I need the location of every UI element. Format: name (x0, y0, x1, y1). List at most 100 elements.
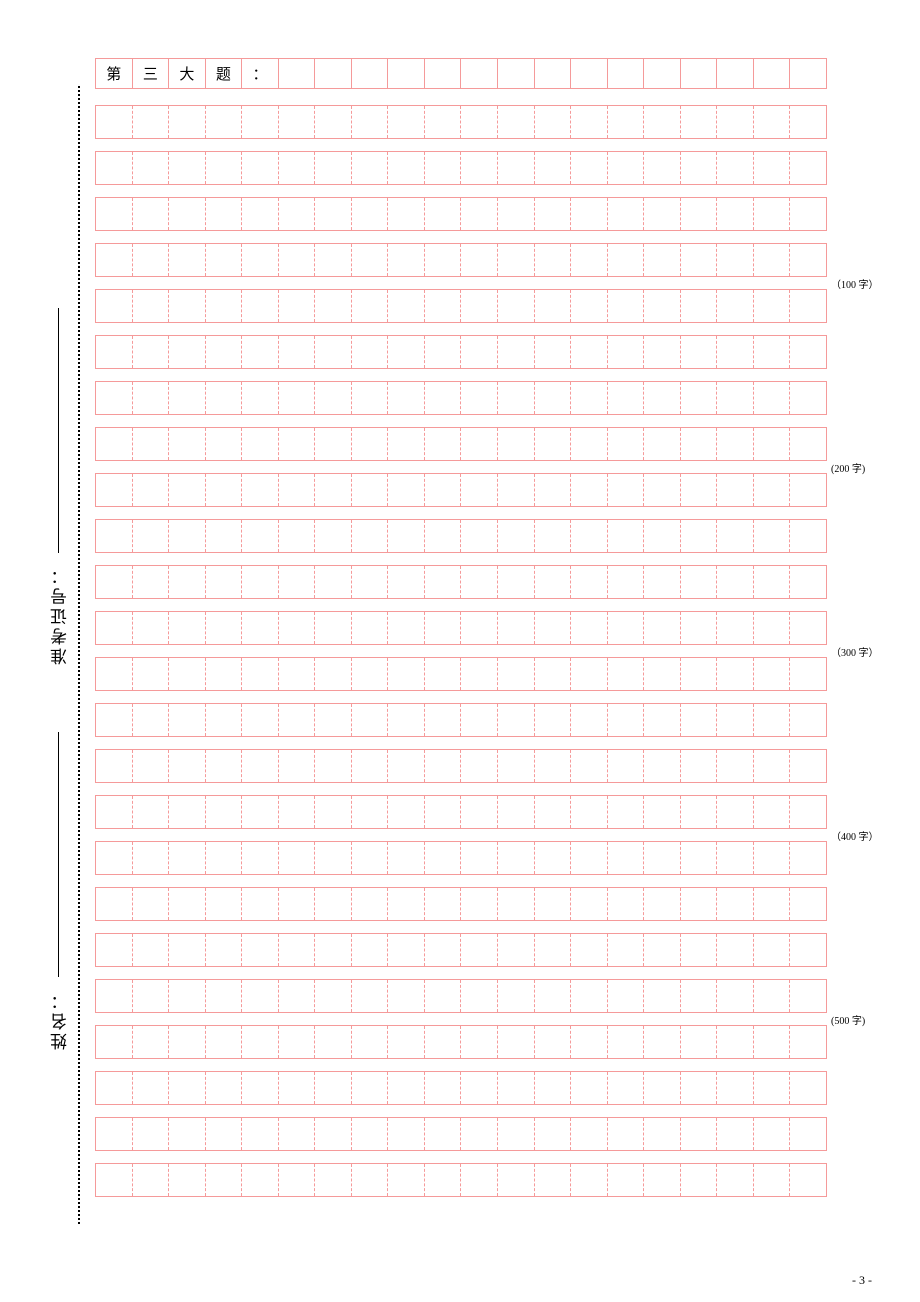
grid-cell (133, 198, 170, 230)
grid-header-cell (535, 59, 572, 88)
grid-cell (461, 888, 498, 920)
grid-cell (388, 612, 425, 644)
grid-cell (169, 520, 206, 552)
grid-cell (535, 704, 572, 736)
grid-cell (754, 842, 791, 874)
grid-cell (608, 888, 645, 920)
grid-cell (352, 152, 389, 184)
grid-row-wrap (95, 151, 875, 185)
grid-cell (790, 704, 826, 736)
grid-cell (681, 980, 718, 1012)
grid-cell (754, 290, 791, 322)
grid-cell (242, 520, 279, 552)
grid-cell (571, 336, 608, 368)
grid-cell (425, 474, 462, 506)
grid-cell (790, 474, 826, 506)
grid-cell (461, 1026, 498, 1058)
grid-cell (790, 382, 826, 414)
grid-row-wrap (95, 473, 875, 507)
grid-cell (206, 520, 243, 552)
grid-cell (754, 980, 791, 1012)
grid-cell (608, 796, 645, 828)
grid-header-cell (717, 59, 754, 88)
grid-cell (352, 428, 389, 460)
grid-cell (754, 1164, 791, 1196)
grid-cell (461, 1072, 498, 1104)
grid-cell (169, 244, 206, 276)
grid-row-wrap (95, 519, 875, 553)
grid-cell (571, 198, 608, 230)
grid-cell (790, 244, 826, 276)
grid-cell (498, 704, 535, 736)
grid-cell (279, 750, 316, 782)
grid-cell (279, 980, 316, 1012)
grid-cell (352, 842, 389, 874)
grid-cell (206, 750, 243, 782)
grid-cell (461, 106, 498, 138)
grid-cell (717, 1026, 754, 1058)
grid-cell (498, 796, 535, 828)
grid-cell (571, 106, 608, 138)
grid-cell (535, 198, 572, 230)
grid-cell (388, 336, 425, 368)
grid-cell (498, 1118, 535, 1150)
grid-cell (169, 152, 206, 184)
composition-grid: 第三大题：（100 字）(200 字)（300 字）（400 字）(500 字) (95, 58, 875, 1209)
grid-cell (242, 980, 279, 1012)
grid-row (95, 1071, 827, 1105)
grid-cell (790, 842, 826, 874)
grid-cell (279, 566, 316, 598)
grid-cell (425, 934, 462, 966)
grid-cell (133, 1164, 170, 1196)
grid-header-cell: 三 (133, 59, 170, 88)
grid-cell (169, 290, 206, 322)
grid-row (95, 565, 827, 599)
grid-cell (535, 244, 572, 276)
grid-cell (681, 520, 718, 552)
grid-cell (790, 750, 826, 782)
grid-cell (717, 888, 754, 920)
grid-cell (352, 1164, 389, 1196)
grid-cell (461, 198, 498, 230)
grid-cell (644, 612, 681, 644)
grid-cell (571, 612, 608, 644)
grid-cell (96, 290, 133, 322)
grid-cell (754, 934, 791, 966)
grid-cell (169, 658, 206, 690)
grid-cell (315, 382, 352, 414)
grid-cell (681, 704, 718, 736)
grid-row (95, 197, 827, 231)
id-underline (58, 308, 59, 553)
grid-cell (681, 290, 718, 322)
grid-cell (498, 106, 535, 138)
grid-cell (608, 1118, 645, 1150)
grid-cell (498, 244, 535, 276)
grid-cell (425, 842, 462, 874)
grid-cell (242, 612, 279, 644)
exam-id-label: 准考证号： (48, 565, 73, 665)
grid-row-wrap (95, 703, 875, 737)
grid-cell (535, 888, 572, 920)
grid-row-wrap: (200 字) (95, 427, 875, 461)
grid-cell (279, 1072, 316, 1104)
grid-cell (242, 1164, 279, 1196)
grid-cell (681, 1118, 718, 1150)
page-number: - 3 - (852, 1273, 872, 1288)
grid-cell (535, 1072, 572, 1104)
grid-header-cell (571, 59, 608, 88)
grid-cell (352, 566, 389, 598)
grid-cell (571, 750, 608, 782)
grid-cell (352, 198, 389, 230)
grid-cell (498, 750, 535, 782)
grid-cell (279, 888, 316, 920)
grid-cell (425, 428, 462, 460)
grid-cell (754, 888, 791, 920)
grid-cell (206, 152, 243, 184)
grid-cell (388, 198, 425, 230)
grid-cell (461, 934, 498, 966)
grid-cell (388, 428, 425, 460)
grid-cell (681, 198, 718, 230)
grid-cell (279, 382, 316, 414)
grid-cell (96, 750, 133, 782)
grid-cell (717, 106, 754, 138)
